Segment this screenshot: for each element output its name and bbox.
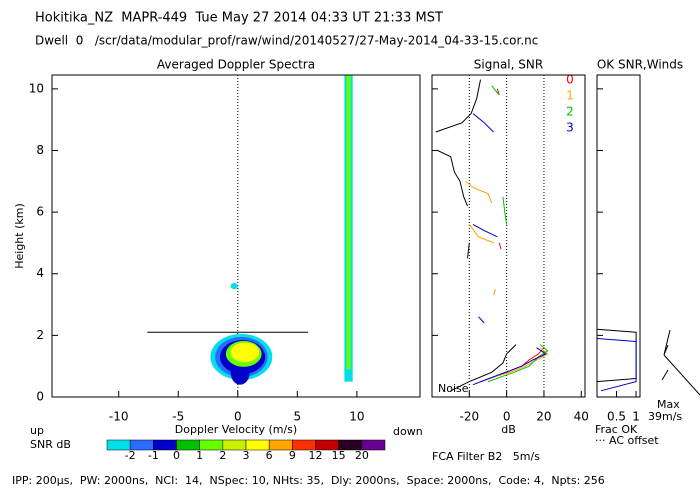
x-tick-label: -5 xyxy=(172,410,184,424)
panel-title: Averaged Doppler Spectra xyxy=(157,58,315,72)
colorbar-tick-label: 15 xyxy=(332,449,346,462)
profile-line xyxy=(435,79,517,392)
profile-line xyxy=(596,338,637,392)
legend-entry: 2 xyxy=(566,105,574,119)
x-tick-label: 0 xyxy=(234,410,242,424)
colorbar-tick-label: -1 xyxy=(148,449,159,462)
colorbar-tick-label: 12 xyxy=(309,449,323,462)
colorbar-tick-label: 20 xyxy=(355,449,369,462)
colorbar-tick-label: 1 xyxy=(196,449,203,462)
max-label: Max xyxy=(657,398,680,411)
down-label: down xyxy=(393,425,423,438)
x-tick-label: 1 xyxy=(632,410,640,424)
x-tick-label: 0.5 xyxy=(607,410,626,424)
profile-line xyxy=(480,88,545,383)
x-tick-label: -10 xyxy=(109,410,129,424)
wind-barbs xyxy=(661,329,700,396)
colorbar-label: SNR dB xyxy=(30,438,71,451)
header-path: Dwell 0 /scr/data/modular_prof/raw/wind/… xyxy=(35,34,538,48)
wind-barb xyxy=(661,329,700,396)
colorbar-cell xyxy=(361,439,386,451)
profile-line xyxy=(465,180,549,379)
panel-title: Signal, SNR xyxy=(474,58,543,72)
legend-entry: 1 xyxy=(566,89,574,103)
x-tick-label: 5 xyxy=(294,410,302,424)
y-tick-label: 0 xyxy=(36,390,44,404)
x-tick-label: 10 xyxy=(349,410,364,424)
spectral-contour xyxy=(230,342,260,363)
spectral-contour xyxy=(230,282,238,290)
colorbar-tick-label: 3 xyxy=(243,449,250,462)
legend-entry: 0 xyxy=(566,73,574,87)
offset-label: ··· AC offset xyxy=(595,434,659,447)
y-tick-label: 8 xyxy=(36,143,44,157)
x-tick-label: 40 xyxy=(574,410,589,424)
x-tick-label: -20 xyxy=(460,410,480,424)
colorbar-tick-label: 0 xyxy=(173,449,180,462)
plot-frame xyxy=(596,74,641,398)
legend-entry: 3 xyxy=(566,121,574,135)
y-tick-label: 4 xyxy=(36,266,44,280)
profile-line xyxy=(487,85,549,383)
plot-frame xyxy=(51,74,421,398)
spectral-band xyxy=(346,75,351,370)
up-label: up xyxy=(30,424,44,437)
max-value: 39m/s xyxy=(648,410,682,423)
panel-title: OK SNR,Winds xyxy=(597,58,683,72)
x-axis-label: dB xyxy=(501,423,516,436)
colorbar-tick-label: 2 xyxy=(219,449,226,462)
plot-frame xyxy=(431,74,586,398)
colorbar-tick-label: 9 xyxy=(289,449,296,462)
y-tick-label: 10 xyxy=(29,81,44,95)
filter-label: FCA Filter B2 5m/s xyxy=(432,450,540,463)
colorbar-tick-label: -2 xyxy=(125,449,136,462)
header-title: Hokitika_NZ MAPR-449 Tue May 27 2014 04:… xyxy=(35,11,443,26)
colorbar-tick-label: 6 xyxy=(266,449,273,462)
y-tick-label: 6 xyxy=(36,205,44,219)
profile-line xyxy=(472,113,547,386)
x-tick-label: 0 xyxy=(503,410,511,424)
y-tick-label: 2 xyxy=(36,328,44,342)
noise-label: Noise xyxy=(438,382,469,395)
y-axis-label: Height (km) xyxy=(13,203,26,269)
x-axis-label: Doppler Velocity (m/s) xyxy=(175,423,297,436)
x-tick-label: 20 xyxy=(536,410,551,424)
profile-line xyxy=(596,328,637,383)
footer-params: IPP: 200μs, PW: 2000ns, NCI: 14, NSpec: … xyxy=(12,474,605,487)
frac-label: Frac OK xyxy=(595,423,638,436)
